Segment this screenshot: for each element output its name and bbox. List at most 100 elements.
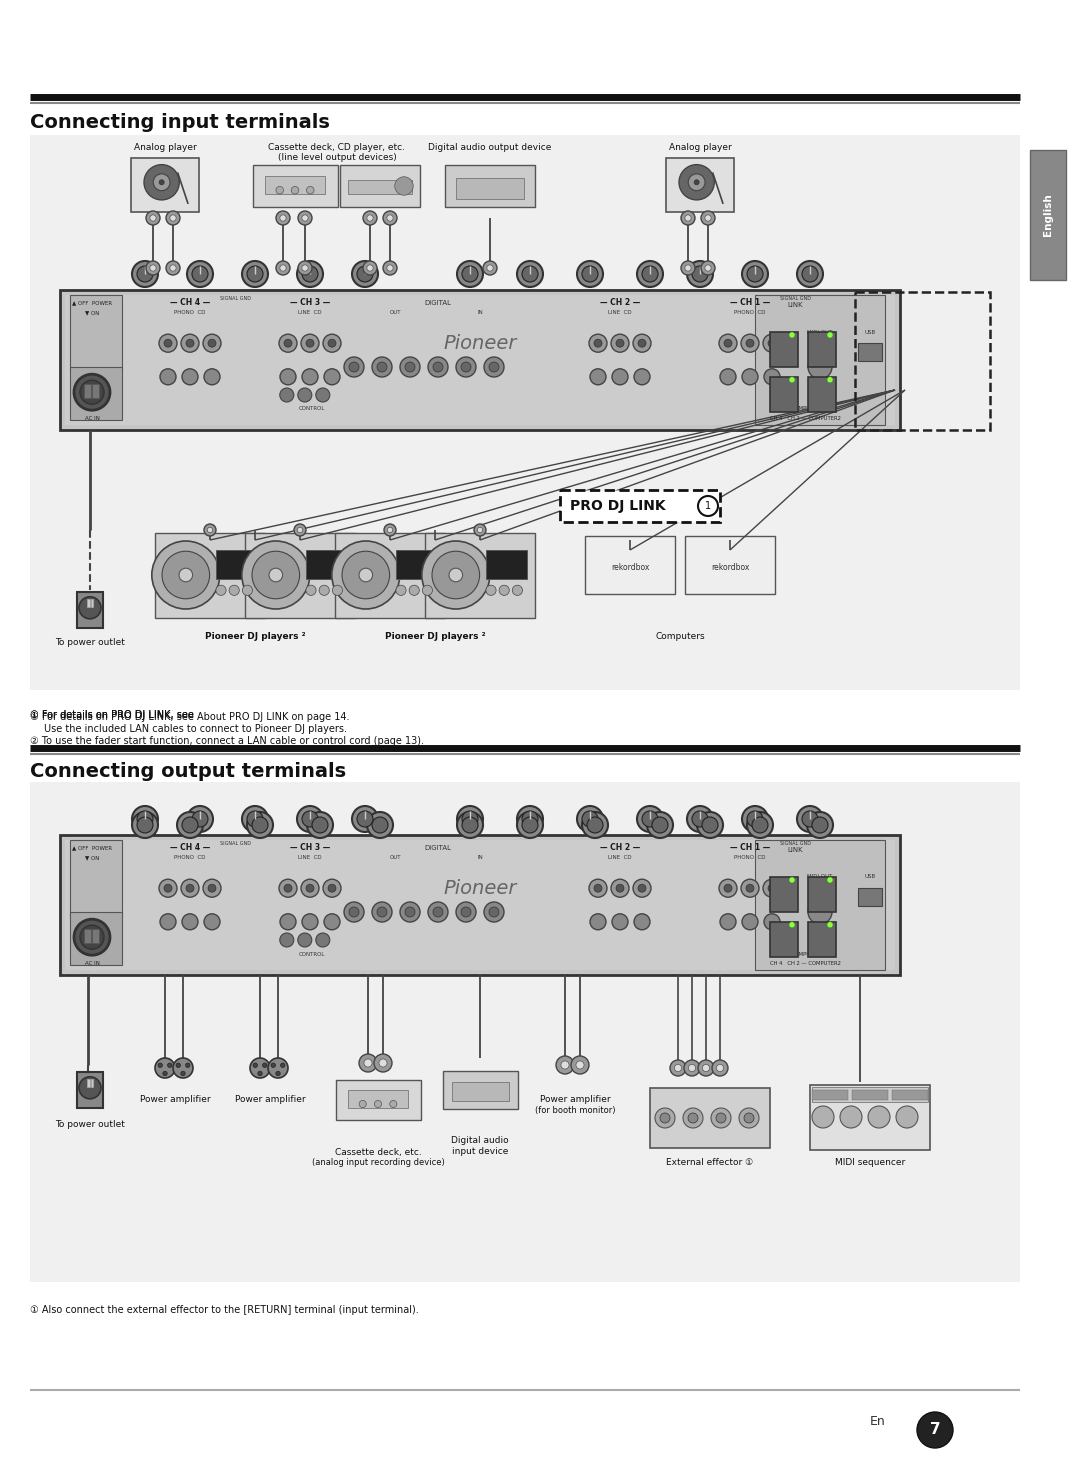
Text: 7: 7 <box>930 1422 941 1438</box>
Bar <box>84 930 91 943</box>
Circle shape <box>685 214 691 222</box>
Text: CH 1 — COMPUTER1: CH 1 — COMPUTER1 <box>770 406 824 411</box>
Circle shape <box>616 884 624 893</box>
Text: IN: IN <box>477 854 483 860</box>
Circle shape <box>132 806 158 832</box>
Circle shape <box>702 1064 710 1072</box>
Circle shape <box>208 338 216 347</box>
Circle shape <box>186 1063 190 1067</box>
Circle shape <box>279 334 297 352</box>
Bar <box>65 840 895 970</box>
Circle shape <box>768 338 777 347</box>
Circle shape <box>896 1106 918 1128</box>
Circle shape <box>688 174 705 191</box>
Text: En: En <box>870 1414 886 1428</box>
Circle shape <box>301 214 308 222</box>
Text: PHONO  CD: PHONO CD <box>174 310 206 315</box>
Circle shape <box>808 900 832 924</box>
Text: Pioneer: Pioneer <box>443 879 516 897</box>
Circle shape <box>297 806 323 832</box>
Bar <box>666 158 733 213</box>
Circle shape <box>797 806 823 832</box>
Circle shape <box>724 884 732 893</box>
Bar <box>770 333 798 367</box>
Bar <box>306 550 348 579</box>
Circle shape <box>324 913 340 930</box>
Circle shape <box>181 879 199 897</box>
Circle shape <box>242 541 310 609</box>
Bar <box>91 1079 93 1086</box>
Text: MIDI OUT: MIDI OUT <box>808 330 833 334</box>
Bar <box>336 1080 420 1120</box>
Circle shape <box>582 811 608 838</box>
Circle shape <box>484 358 504 377</box>
Circle shape <box>170 214 176 222</box>
Circle shape <box>162 551 210 599</box>
Circle shape <box>489 362 499 372</box>
Text: LINK: LINK <box>787 847 802 853</box>
Bar <box>858 888 882 906</box>
Circle shape <box>258 1072 262 1076</box>
Circle shape <box>698 497 718 516</box>
Circle shape <box>158 1063 162 1067</box>
Circle shape <box>301 265 308 270</box>
Circle shape <box>456 902 476 922</box>
Circle shape <box>633 879 651 897</box>
Bar <box>808 377 836 412</box>
Circle shape <box>132 811 158 838</box>
Bar <box>30 782 1020 1281</box>
Text: 1: 1 <box>705 501 711 511</box>
Circle shape <box>159 334 177 352</box>
Circle shape <box>433 907 443 916</box>
Circle shape <box>789 876 795 882</box>
Circle shape <box>364 1058 372 1067</box>
Text: PHONO  CD: PHONO CD <box>734 854 766 860</box>
Circle shape <box>156 1058 175 1077</box>
Circle shape <box>744 1113 754 1123</box>
Circle shape <box>181 334 199 352</box>
Bar <box>426 532 535 618</box>
Text: PHONO  CD: PHONO CD <box>734 310 766 315</box>
Circle shape <box>345 902 364 922</box>
Circle shape <box>638 338 646 347</box>
Circle shape <box>409 585 419 596</box>
Circle shape <box>692 811 708 828</box>
Circle shape <box>80 380 104 403</box>
Circle shape <box>711 1108 731 1128</box>
Circle shape <box>357 811 373 828</box>
Text: OUT: OUT <box>390 854 402 860</box>
Bar <box>892 1089 928 1100</box>
Circle shape <box>684 1060 700 1076</box>
Circle shape <box>739 1108 759 1128</box>
Circle shape <box>687 806 713 832</box>
Circle shape <box>302 811 318 828</box>
Circle shape <box>216 585 226 596</box>
Circle shape <box>203 879 221 897</box>
Circle shape <box>827 876 833 882</box>
Bar <box>348 1089 408 1108</box>
Circle shape <box>284 338 292 347</box>
Circle shape <box>457 262 483 287</box>
Circle shape <box>742 806 768 832</box>
Bar <box>253 166 337 207</box>
Circle shape <box>701 262 715 275</box>
Circle shape <box>698 1060 714 1076</box>
Text: Pioneer: Pioneer <box>443 334 516 353</box>
Circle shape <box>692 266 708 282</box>
Circle shape <box>204 913 220 930</box>
Circle shape <box>306 585 316 596</box>
Circle shape <box>571 1055 589 1075</box>
Circle shape <box>688 1113 698 1123</box>
Circle shape <box>462 817 478 834</box>
Circle shape <box>377 362 387 372</box>
Circle shape <box>670 1060 686 1076</box>
Circle shape <box>741 879 759 897</box>
Circle shape <box>647 811 673 838</box>
Circle shape <box>812 1106 834 1128</box>
Circle shape <box>789 922 795 928</box>
Bar <box>451 1082 509 1101</box>
Text: CH 1 — COMPUTER1: CH 1 — COMPUTER1 <box>770 952 824 956</box>
Circle shape <box>742 262 768 287</box>
Circle shape <box>634 370 650 384</box>
Circle shape <box>375 1101 381 1107</box>
